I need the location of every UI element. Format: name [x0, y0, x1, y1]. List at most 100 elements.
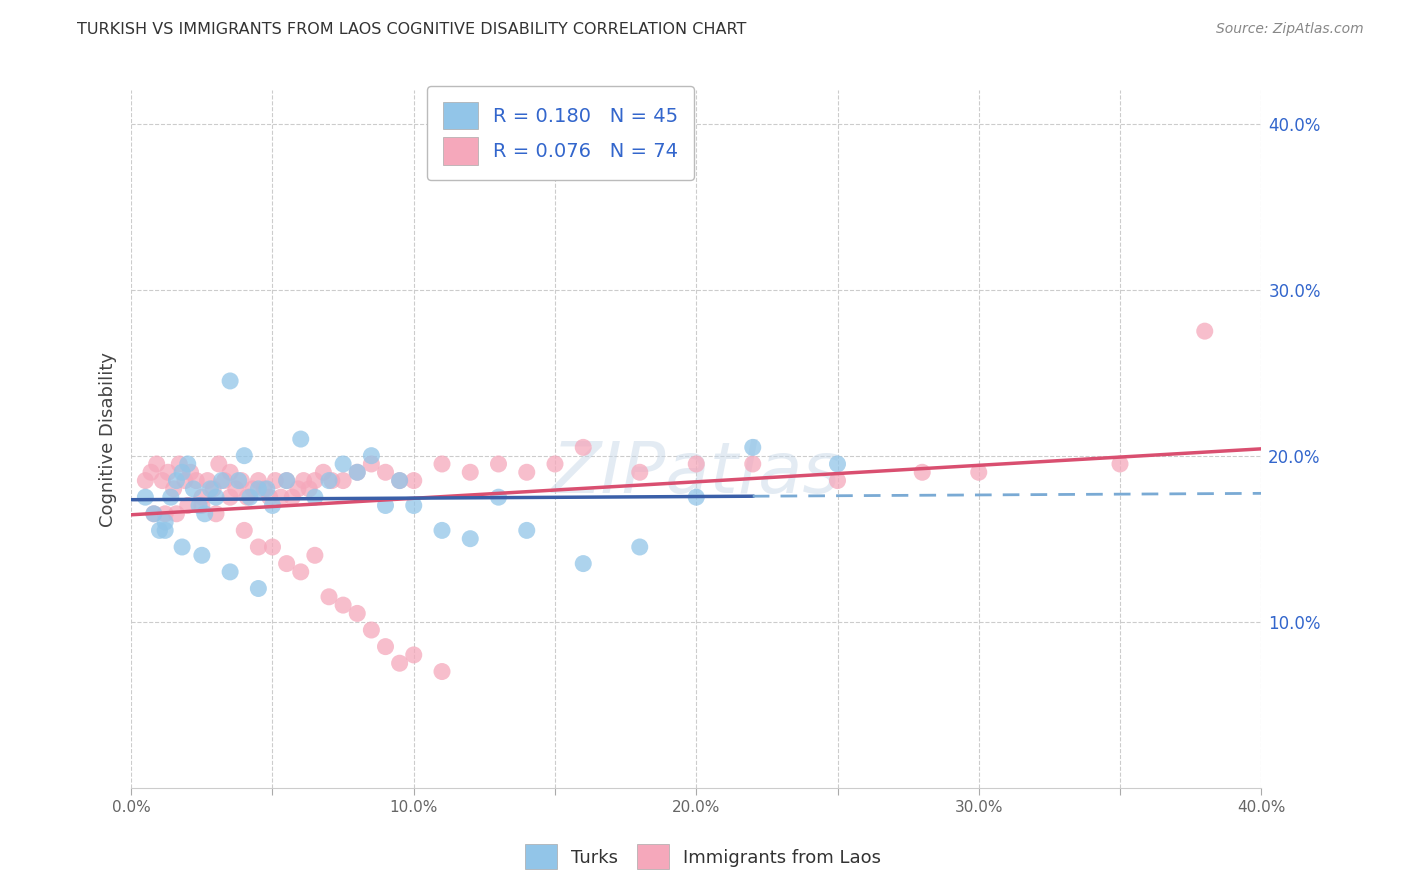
Point [177, 499, 200, 513]
Point [430, 665, 453, 679]
Point [741, 441, 763, 455]
Point [628, 540, 651, 554]
Point [134, 474, 156, 488]
Point [276, 474, 298, 488]
Point [276, 557, 298, 571]
Point [1194, 324, 1216, 338]
Point [194, 507, 217, 521]
Point [180, 465, 202, 479]
Point [827, 474, 849, 488]
Point [174, 474, 197, 488]
Point [332, 598, 354, 612]
Point [488, 457, 510, 471]
Point [304, 549, 326, 563]
Point [360, 457, 382, 471]
Point [219, 490, 242, 504]
Point [402, 648, 425, 662]
Point [741, 457, 763, 471]
Point [211, 474, 233, 488]
Point [202, 482, 225, 496]
Point [360, 623, 382, 637]
Point [685, 490, 707, 504]
Text: TURKISH VS IMMIGRANTS FROM LAOS COGNITIVE DISABILITY CORRELATION CHART: TURKISH VS IMMIGRANTS FROM LAOS COGNITIV… [77, 22, 747, 37]
Point [159, 490, 181, 504]
Point [374, 499, 396, 513]
Point [200, 482, 222, 496]
Point [572, 557, 595, 571]
Point [628, 465, 651, 479]
Point [247, 474, 270, 488]
Point [172, 540, 194, 554]
Point [219, 465, 242, 479]
Point [153, 515, 176, 529]
Point [292, 474, 315, 488]
Point [262, 499, 284, 513]
Point [304, 474, 326, 488]
Point [318, 590, 340, 604]
Point [134, 490, 156, 504]
Point [388, 474, 411, 488]
Point [165, 474, 187, 488]
Point [153, 507, 176, 521]
Point [188, 499, 211, 513]
Point [685, 457, 707, 471]
Point [233, 524, 256, 538]
Point [142, 507, 165, 521]
Point [304, 490, 326, 504]
Point [186, 474, 208, 488]
Point [208, 457, 231, 471]
Point [169, 457, 191, 471]
Point [191, 499, 214, 513]
Point [262, 540, 284, 554]
Point [139, 465, 162, 479]
Point [239, 490, 262, 504]
Point [1109, 457, 1132, 471]
Text: Source: ZipAtlas.com: Source: ZipAtlas.com [1216, 22, 1364, 37]
Point [346, 607, 368, 621]
Point [430, 457, 453, 471]
Point [572, 441, 595, 455]
Y-axis label: Cognitive Disability: Cognitive Disability [100, 351, 117, 526]
Point [290, 432, 312, 446]
Legend: R = 0.180   N = 45, R = 0.076   N = 74: R = 0.180 N = 45, R = 0.076 N = 74 [427, 87, 695, 180]
Point [346, 465, 368, 479]
Point [458, 465, 481, 479]
Point [145, 457, 167, 471]
Point [360, 449, 382, 463]
Point [388, 657, 411, 671]
Point [172, 465, 194, 479]
Point [197, 474, 219, 488]
Point [374, 640, 396, 654]
Point [231, 474, 253, 488]
Point [374, 465, 396, 479]
Point [967, 465, 990, 479]
Point [177, 457, 200, 471]
Legend: Turks, Immigrants from Laos: Turks, Immigrants from Laos [516, 835, 890, 879]
Point [236, 490, 259, 504]
Point [402, 474, 425, 488]
Point [247, 582, 270, 596]
Point [219, 565, 242, 579]
Point [516, 465, 538, 479]
Point [150, 474, 173, 488]
Point [148, 524, 170, 538]
Point [205, 507, 228, 521]
Point [191, 490, 214, 504]
Point [228, 474, 250, 488]
Point [270, 490, 292, 504]
Point [544, 457, 567, 471]
Point [318, 474, 340, 488]
Point [214, 474, 236, 488]
Point [142, 507, 165, 521]
Point [458, 532, 481, 546]
Point [281, 490, 304, 504]
Point [219, 374, 242, 388]
Point [346, 465, 368, 479]
Point [402, 499, 425, 513]
Point [253, 482, 276, 496]
Point [388, 474, 411, 488]
Point [205, 490, 228, 504]
Point [165, 507, 187, 521]
Text: ZIPatlas: ZIPatlas [551, 440, 841, 508]
Point [332, 457, 354, 471]
